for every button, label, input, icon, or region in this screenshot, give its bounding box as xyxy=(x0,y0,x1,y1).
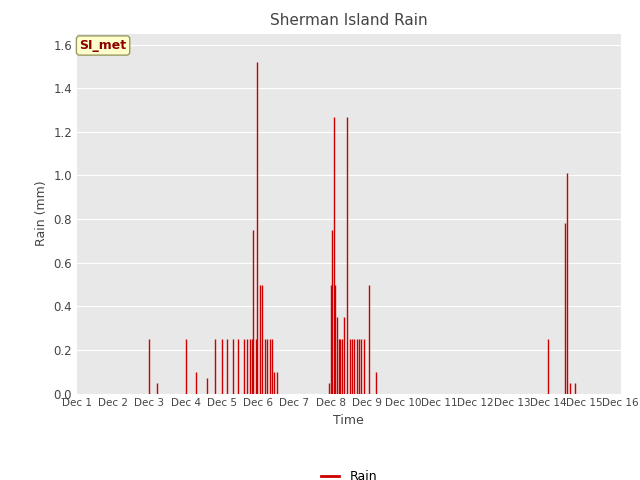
Y-axis label: Rain (mm): Rain (mm) xyxy=(35,181,47,246)
Legend: Rain: Rain xyxy=(316,465,382,480)
Title: Sherman Island Rain: Sherman Island Rain xyxy=(270,13,428,28)
X-axis label: Time: Time xyxy=(333,414,364,427)
Text: SI_met: SI_met xyxy=(79,39,127,52)
